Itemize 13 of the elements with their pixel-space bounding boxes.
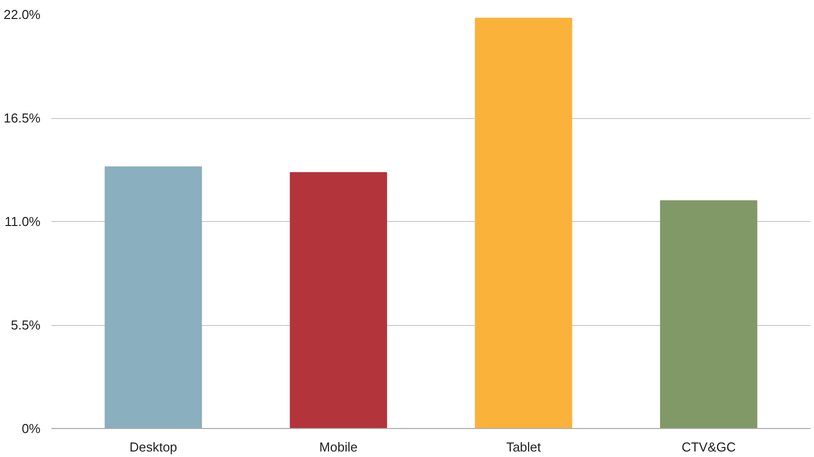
x-tick-label: Tablet: [506, 440, 542, 454]
y-tick-label: 16.5%: [4, 110, 41, 126]
x-tick-label: CTV&GC: [682, 440, 736, 454]
x-tick-label: Mobile: [319, 440, 358, 454]
bar: [104, 166, 202, 428]
y-tick-label: 5.5%: [10, 318, 41, 332]
bar: [290, 172, 388, 428]
bar: [660, 200, 758, 428]
bar: [474, 18, 572, 428]
y-tick-label: 0%: [22, 421, 41, 436]
x-tick-label: Desktop: [129, 440, 178, 454]
y-tick-label: 11.0%: [4, 214, 41, 229]
y-tick-label: 22.0%: [4, 7, 41, 22]
